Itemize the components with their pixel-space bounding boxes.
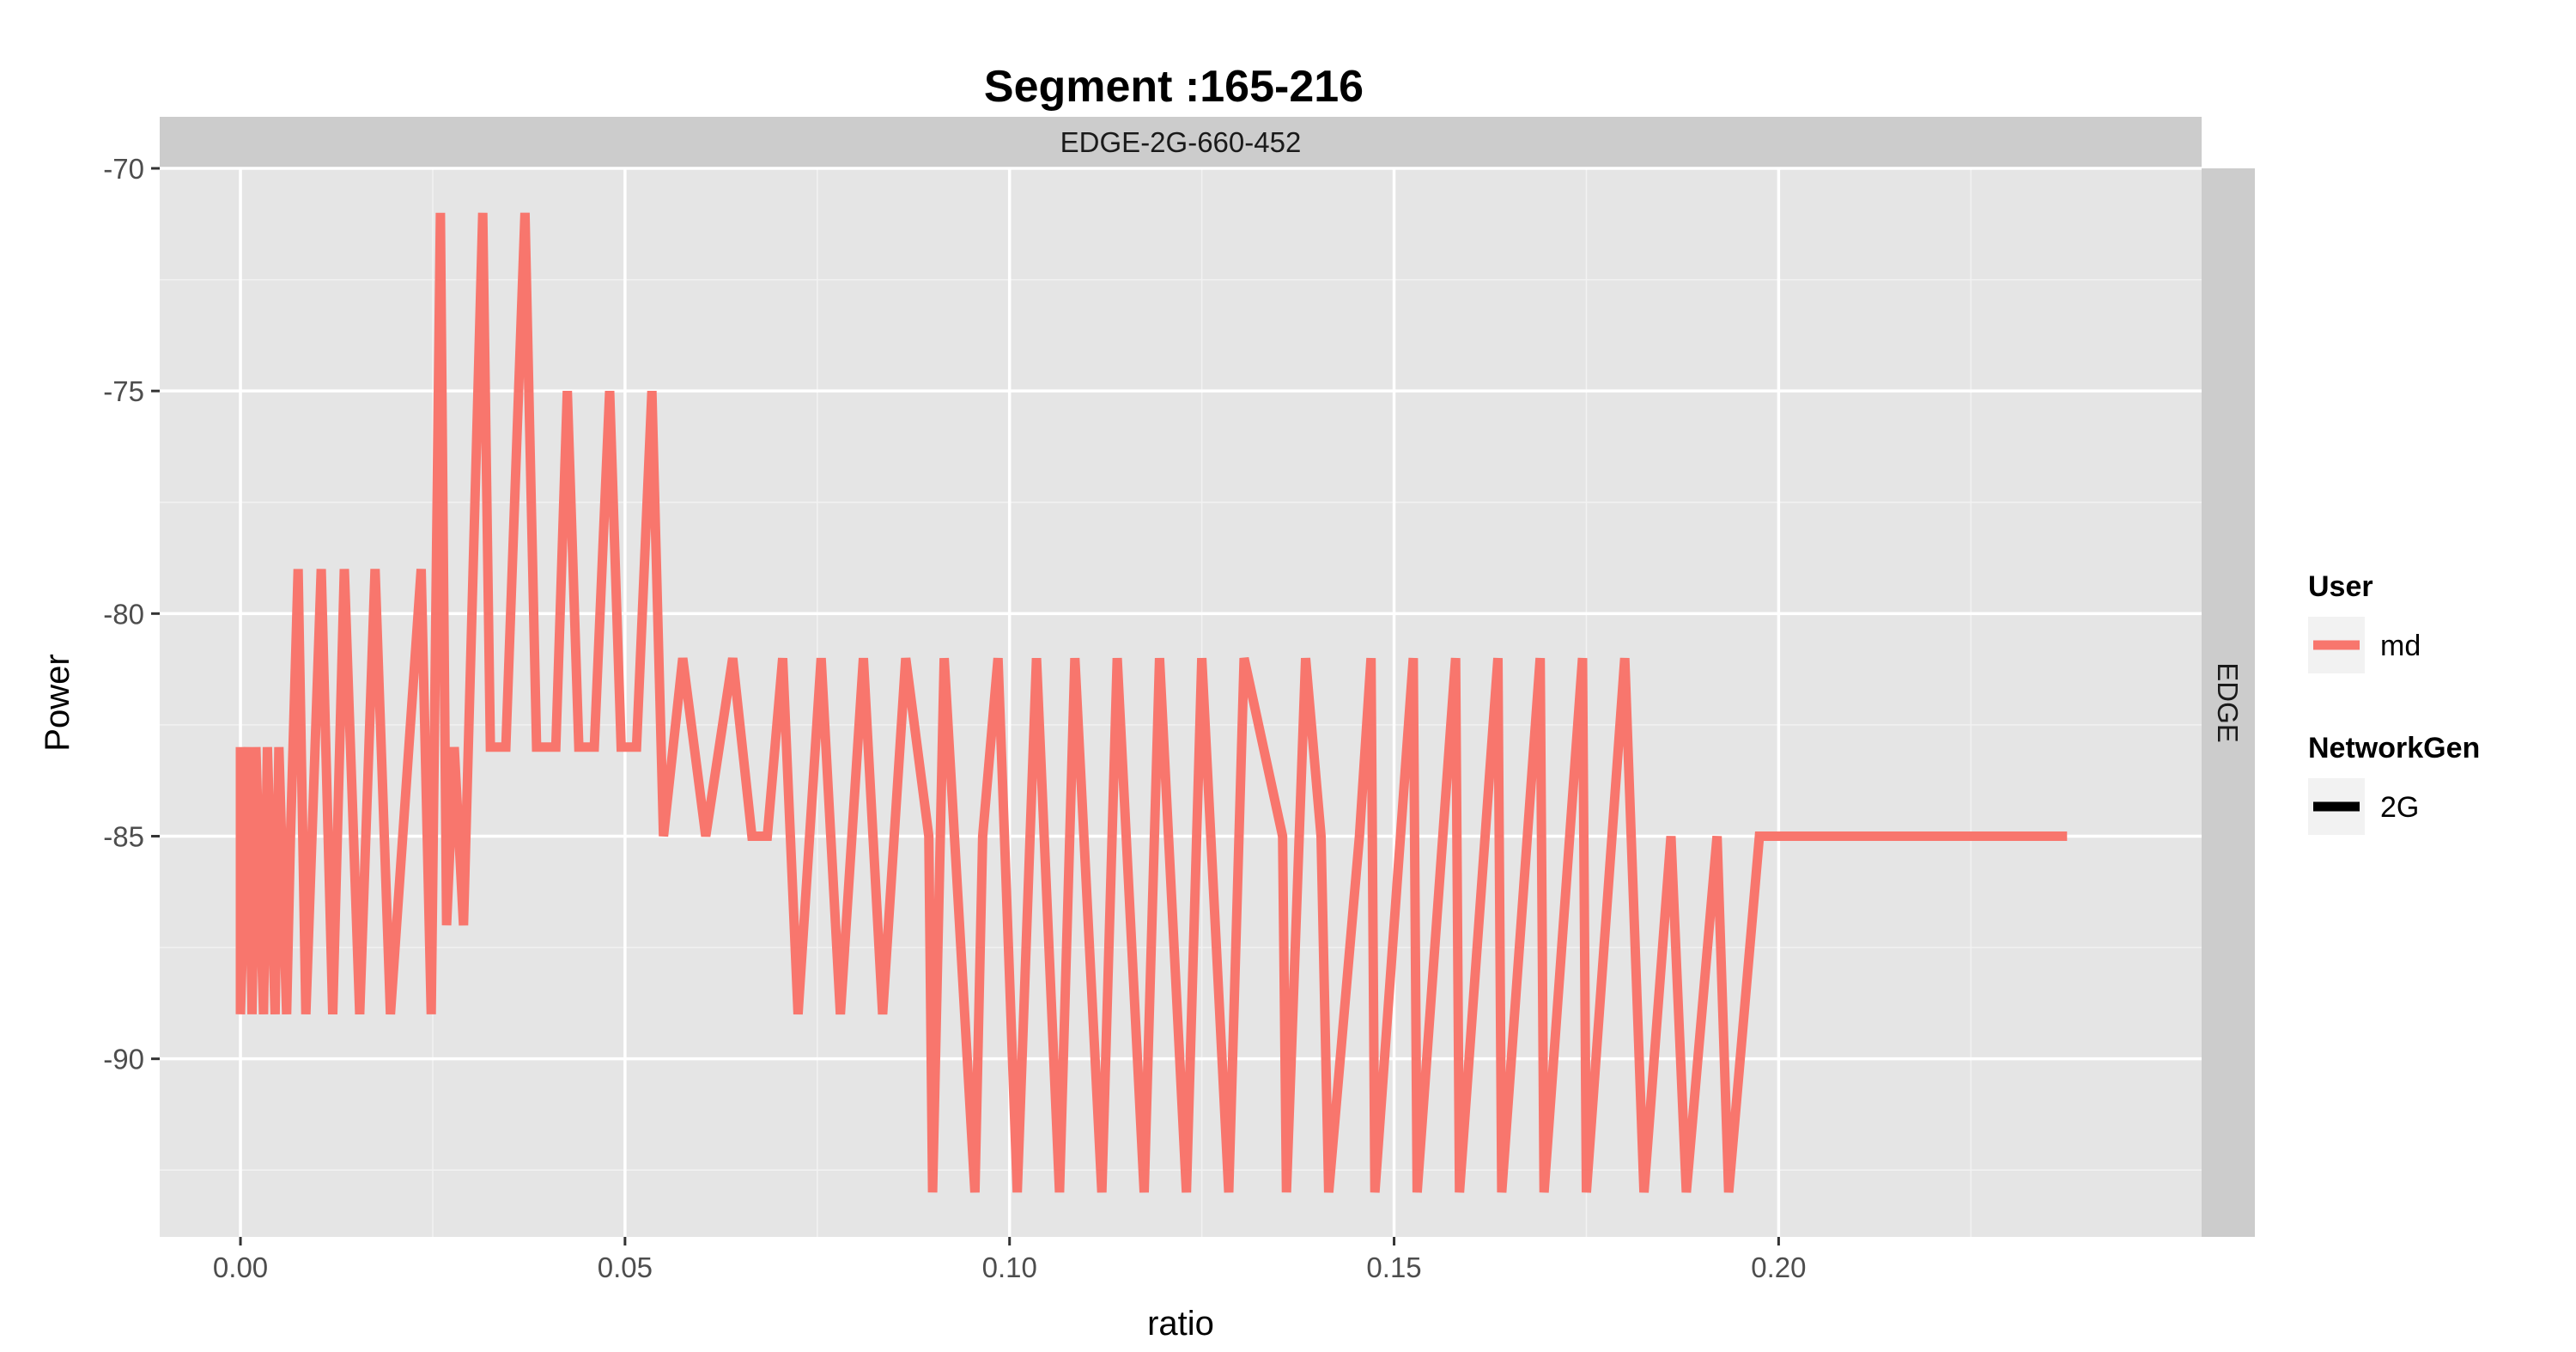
series-layer [235,212,2068,1193]
x-tick-label: 0.05 [598,1252,653,1283]
y-tick-label: -75 [103,375,144,407]
facet-strip-right-label: EDGE [2212,662,2244,743]
x-axis: 0.00 0.05 0.10 0.15 0.20 [213,1237,1806,1283]
legend-label-2g: 2G [2380,791,2419,824]
legend-title-networkgen: NetworkGen [2308,732,2480,764]
x-tick-label: 0.15 [1366,1252,1421,1283]
x-tick-label: 0.00 [213,1252,268,1283]
y-tick-label: -70 [103,153,144,185]
chart-title: Segment :165-216 [984,62,1364,112]
legend-title-user: User [2308,570,2373,603]
y-tick-label: -80 [103,598,144,630]
y-tick-label: -85 [103,821,144,853]
series-line-md [235,212,2068,1193]
legend-label-md: md [2380,630,2421,662]
facet-strip-right [2202,168,2255,1237]
y-axis-title: Power [39,654,76,751]
facet-strip-top-label: EDGE-2G-660-452 [1060,126,1302,158]
x-axis-title: ratio [1147,1305,1214,1343]
x-tick-label: 0.20 [1751,1252,1806,1283]
y-tick-label: -90 [103,1044,144,1075]
x-tick-label: 0.10 [982,1252,1037,1283]
y-axis: -70 -75 -80 -85 -90 [103,153,160,1075]
facet-strip-top [160,117,2202,168]
legend: User md NetworkGen 2G [2308,570,2480,835]
